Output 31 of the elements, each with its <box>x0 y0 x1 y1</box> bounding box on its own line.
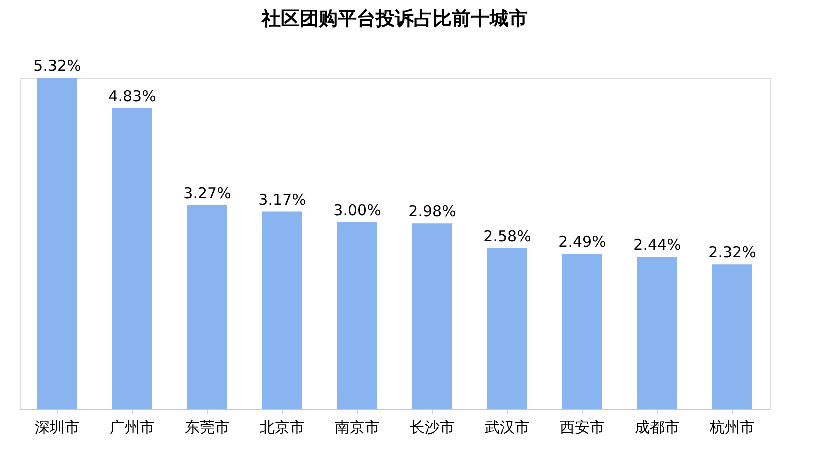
x-tick-label: 长沙市 <box>410 418 455 436</box>
data-label: 2.58% <box>484 227 532 246</box>
bar <box>488 248 528 409</box>
data-label: 2.44% <box>634 236 682 254</box>
bar <box>562 254 602 409</box>
x-tick-label: 成都市 <box>635 418 680 436</box>
data-label: 2.98% <box>408 202 456 221</box>
x-tick-label: 南京市 <box>335 418 380 436</box>
bar <box>188 206 228 409</box>
bar <box>38 78 78 409</box>
x-tick-label: 广州市 <box>110 418 155 436</box>
data-label: 5.32% <box>34 57 82 75</box>
x-tick-label: 东莞市 <box>185 418 230 436</box>
x-tick-label: 北京市 <box>260 418 305 436</box>
bar <box>712 264 752 409</box>
x-tick-label: 西安市 <box>560 418 605 436</box>
bar <box>112 108 152 409</box>
bar <box>262 212 302 409</box>
data-label: 2.32% <box>708 244 756 262</box>
bar <box>338 222 378 409</box>
x-tick-label: 武汉市 <box>485 418 530 436</box>
data-label: 3.17% <box>258 190 306 209</box>
chart-title: 社区团购平台投诉占比前十城市 <box>261 8 528 30</box>
bar <box>412 224 452 409</box>
data-label: 3.00% <box>334 201 382 220</box>
data-label: 3.27% <box>184 184 232 203</box>
data-label: 4.83% <box>108 87 156 106</box>
x-tick-label: 杭州市 <box>709 418 755 436</box>
bar <box>638 257 678 409</box>
x-tick-label: 深圳市 <box>35 418 80 436</box>
data-label: 2.49% <box>558 233 606 252</box>
